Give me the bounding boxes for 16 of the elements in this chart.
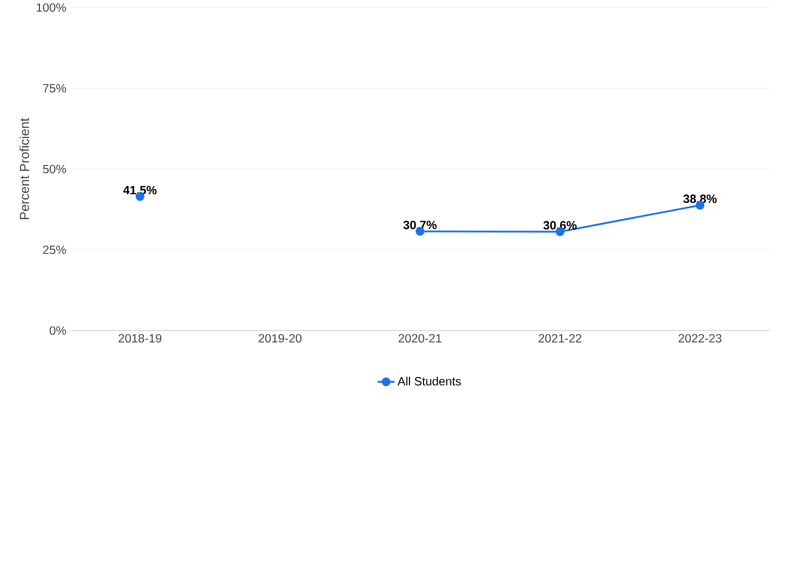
data-label: 38.8% [683,194,717,203]
y-tick-label: 75% [43,84,66,92]
y-tick-label: 50% [43,164,66,174]
y-tick-label: 25% [43,245,66,254]
data-label: 41.5% [123,186,157,194]
data-label: 30.7% [403,220,437,230]
data-label: 30.6% [543,220,577,230]
y-axis-title: Percent Proficient [20,118,30,219]
y-tick-label: 0% [50,326,66,335]
x-tick-label: 2021-22 [538,334,582,342]
x-tick-label: 2020-21 [398,334,442,342]
x-tick-label: 2022-23 [678,334,722,342]
x-tick-label: 2019-20 [258,334,302,342]
legend-label: All Students [398,376,461,386]
x-tick-label: 2018-19 [118,334,162,342]
y-tick-label: 100% [36,3,66,12]
